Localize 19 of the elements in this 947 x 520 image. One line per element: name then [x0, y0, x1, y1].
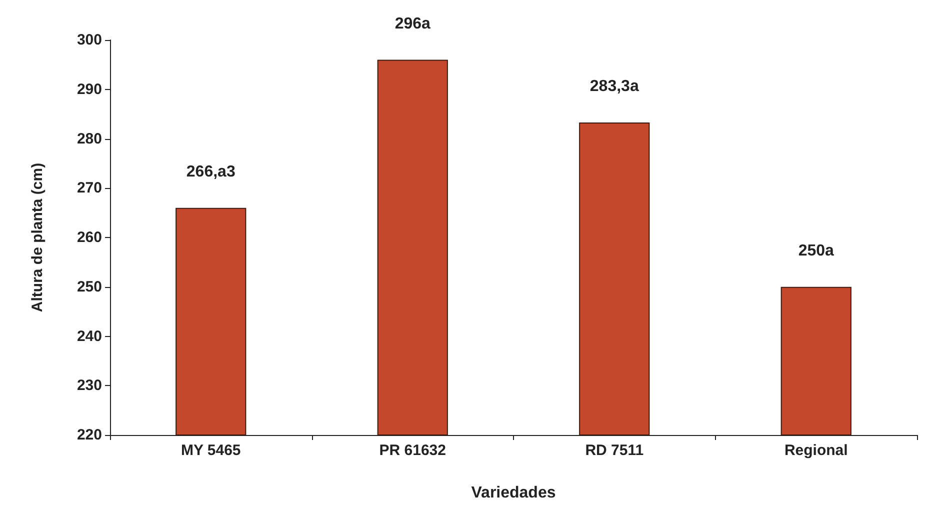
y-tick-label: 290	[76, 80, 102, 98]
x-tick-label: Regional	[784, 442, 848, 459]
x-axis-title: Variedades	[471, 484, 556, 502]
y-tick-label: 300	[76, 32, 102, 48]
y-tick-label: 230	[76, 377, 102, 394]
y-tick-label: 260	[76, 229, 102, 246]
y-axis-title: Altura de planta (cm)	[29, 162, 46, 312]
data-label: 266,a3	[186, 163, 236, 180]
x-tick-label: MY 5465	[180, 442, 241, 459]
x-tick-label: PR 61632	[379, 442, 446, 459]
y-tick-label: 220	[76, 426, 102, 444]
x-tick-label: RD 7511	[585, 442, 644, 459]
y-tick-label: 240	[76, 328, 102, 345]
y-tick-label: 270	[76, 180, 102, 197]
y-tick-label: 280	[76, 130, 102, 148]
data-label: 283,3a	[590, 78, 639, 95]
data-label: 296a	[394, 15, 431, 32]
data-label: 250a	[798, 242, 834, 260]
y-tick-label: 250	[76, 278, 102, 296]
